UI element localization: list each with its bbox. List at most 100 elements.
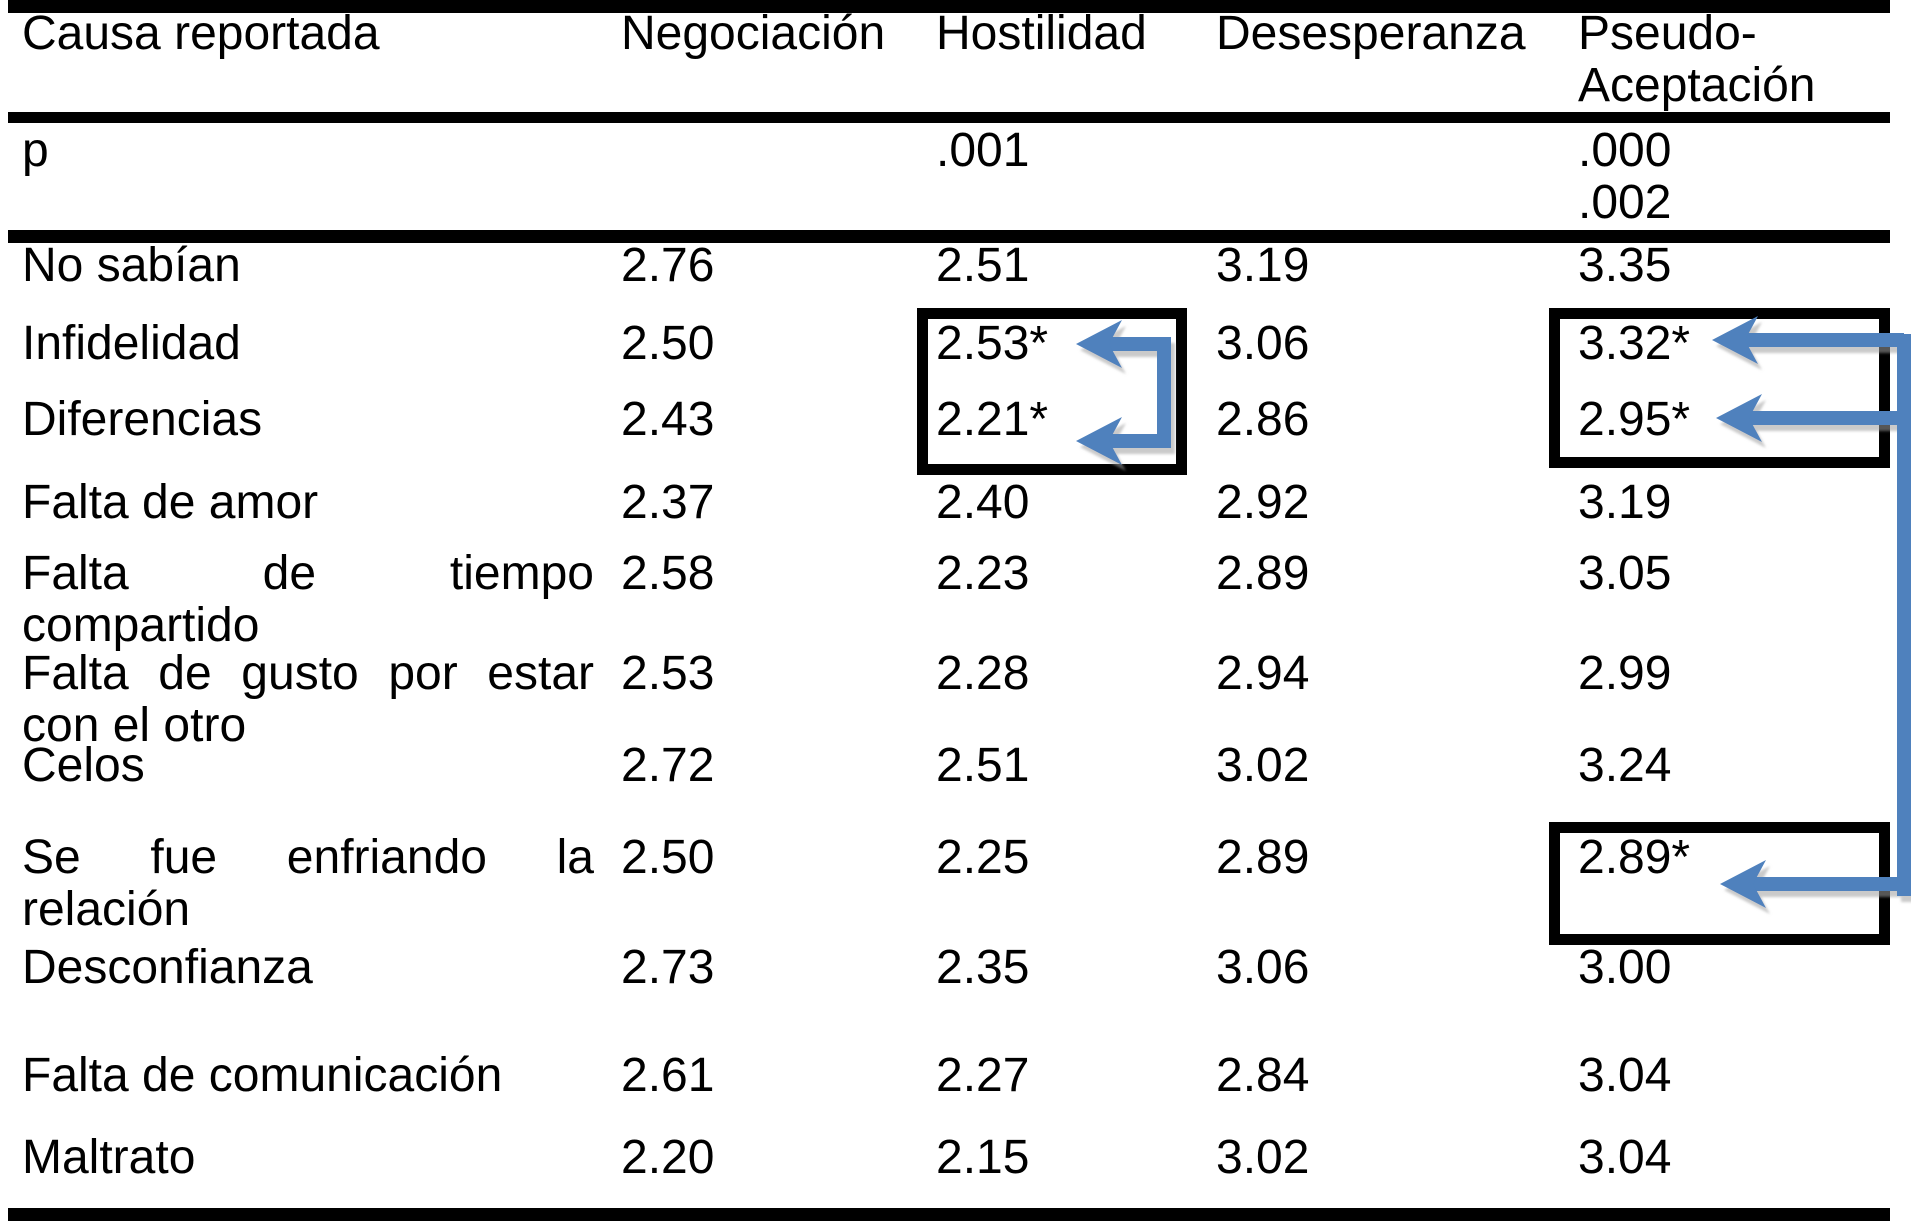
text-line: 3.02 (1216, 739, 1310, 792)
p-value-col-2: .001 (936, 125, 1029, 177)
text-line: 2.84 (1216, 1049, 1310, 1102)
text-line: 2.99 (1578, 647, 1672, 700)
header-col-2: Hostilidad (936, 8, 1147, 60)
table-top-rule (8, 0, 1890, 13)
text-line: 2.58 (621, 547, 715, 600)
row-value: 2.20 (621, 1132, 714, 1184)
row-label: Maltrato (22, 1132, 594, 1184)
text-line: 2.86 (1216, 393, 1310, 446)
table-p-row-rule (8, 230, 1890, 243)
p-row-label: p (22, 125, 594, 177)
header-col-4: Pseudo- Aceptación (1578, 8, 1908, 112)
header-col-3: Desesperanza (1216, 8, 1526, 60)
text-line: 3.04 (1578, 1131, 1672, 1184)
text-line: 2.89 (1216, 547, 1310, 600)
text-line: 3.35 (1578, 239, 1672, 292)
row-label: Falta de comunicación (22, 1050, 594, 1102)
text-line: 2.53 (621, 647, 715, 700)
row-value: 3.05 (1578, 548, 1908, 600)
text-line: Falta de gusto por estar (22, 647, 594, 700)
row-label: Se fue enfriando la relación (22, 832, 594, 936)
text-line: Hostilidad (936, 7, 1147, 60)
text-line: Infidelidad (22, 317, 241, 370)
row-value: 3.32* (1578, 318, 1908, 370)
text-line: 3.00 (1578, 941, 1672, 994)
row-value: 2.94 (1216, 648, 1309, 700)
text-line: Celos (22, 739, 145, 792)
text-line: 2.95* (1578, 393, 1691, 446)
text-line: compartido (22, 599, 260, 652)
row-value: 2.76 (621, 240, 714, 292)
text-line: 2.50 (621, 317, 715, 370)
highlight-box-pseudo-aceptacion-top (1549, 308, 1890, 468)
row-value: 2.89 (1216, 548, 1309, 600)
text-line: Falta de tiempo (22, 547, 594, 600)
row-value: 2.84 (1216, 1050, 1309, 1102)
text-line: .001 (936, 124, 1030, 177)
text-line: 2.37 (621, 476, 715, 529)
row-value: 3.06 (1216, 942, 1309, 994)
text-line: Diferencias (22, 393, 263, 446)
text-line: 2.50 (621, 831, 715, 884)
text-line: 2.51 (936, 239, 1030, 292)
row-value: 3.04 (1578, 1132, 1908, 1184)
row-value: 3.24 (1578, 740, 1908, 792)
text-line: 2.61 (621, 1049, 715, 1102)
row-value: 2.51 (936, 740, 1029, 792)
row-value: 2.25 (936, 832, 1029, 884)
row-value: 2.27 (936, 1050, 1029, 1102)
text-line: 3.04 (1578, 1049, 1672, 1102)
row-value: 2.58 (621, 548, 714, 600)
row-value: 2.53 (621, 648, 714, 700)
text-line: .000 (1578, 124, 1672, 177)
row-value: 3.19 (1216, 240, 1309, 292)
row-value: 3.02 (1216, 1132, 1309, 1184)
text-line: 2.73 (621, 941, 715, 994)
text-line: 3.19 (1578, 476, 1672, 529)
row-label: Falta de gusto por estar con el otro (22, 648, 594, 752)
text-line: 2.53* (936, 317, 1049, 370)
text-line: Falta de amor (22, 476, 319, 529)
text-line: 2.92 (1216, 476, 1310, 529)
row-value: 3.19 (1578, 477, 1908, 529)
text-line: Pseudo- (1578, 7, 1757, 60)
text-line: 3.02 (1216, 1131, 1310, 1184)
highlight-box-pseudo-aceptacion-bottom (1549, 822, 1890, 945)
table-bottom-rule (8, 1208, 1890, 1221)
text-line: 2.35 (936, 941, 1030, 994)
row-value: 2.50 (621, 318, 714, 370)
row-value: 3.02 (1216, 740, 1309, 792)
text-line: Negociación (621, 7, 886, 60)
row-label: Diferencias (22, 394, 594, 446)
text-line: Aceptación (1578, 59, 1816, 112)
text-line: 2.89 (1216, 831, 1310, 884)
text-line: 2.72 (621, 739, 715, 792)
text-line: 3.24 (1578, 739, 1672, 792)
text-line: 2.27 (936, 1049, 1030, 1102)
text-line: No sabían (22, 239, 241, 292)
highlight-box-hostilidad (917, 308, 1187, 475)
row-value: 2.23 (936, 548, 1029, 600)
row-value: 3.35 (1578, 240, 1908, 292)
row-value: 2.51 (936, 240, 1029, 292)
text-line: 2.25 (936, 831, 1030, 884)
row-value: 2.61 (621, 1050, 714, 1102)
table-header-rule (8, 112, 1890, 123)
row-value: 2.89 (1216, 832, 1309, 884)
text-line: 2.51 (936, 739, 1030, 792)
text-line: 3.19 (1216, 239, 1310, 292)
text-line: relación (22, 883, 191, 936)
text-line: Maltrato (22, 1131, 196, 1184)
text-line: con el otro (22, 699, 247, 752)
row-label: No sabían (22, 240, 594, 292)
text-line: Se fue enfriando la (22, 831, 594, 884)
text-line: p (22, 124, 49, 177)
row-value: 3.06 (1216, 318, 1309, 370)
text-line: 2.15 (936, 1131, 1030, 1184)
text-line: 3.06 (1216, 317, 1310, 370)
text-line: 2.89* (1578, 831, 1691, 884)
row-value: 2.92 (1216, 477, 1309, 529)
header-col-1: Negociación (621, 8, 885, 60)
row-value: 2.15 (936, 1132, 1029, 1184)
